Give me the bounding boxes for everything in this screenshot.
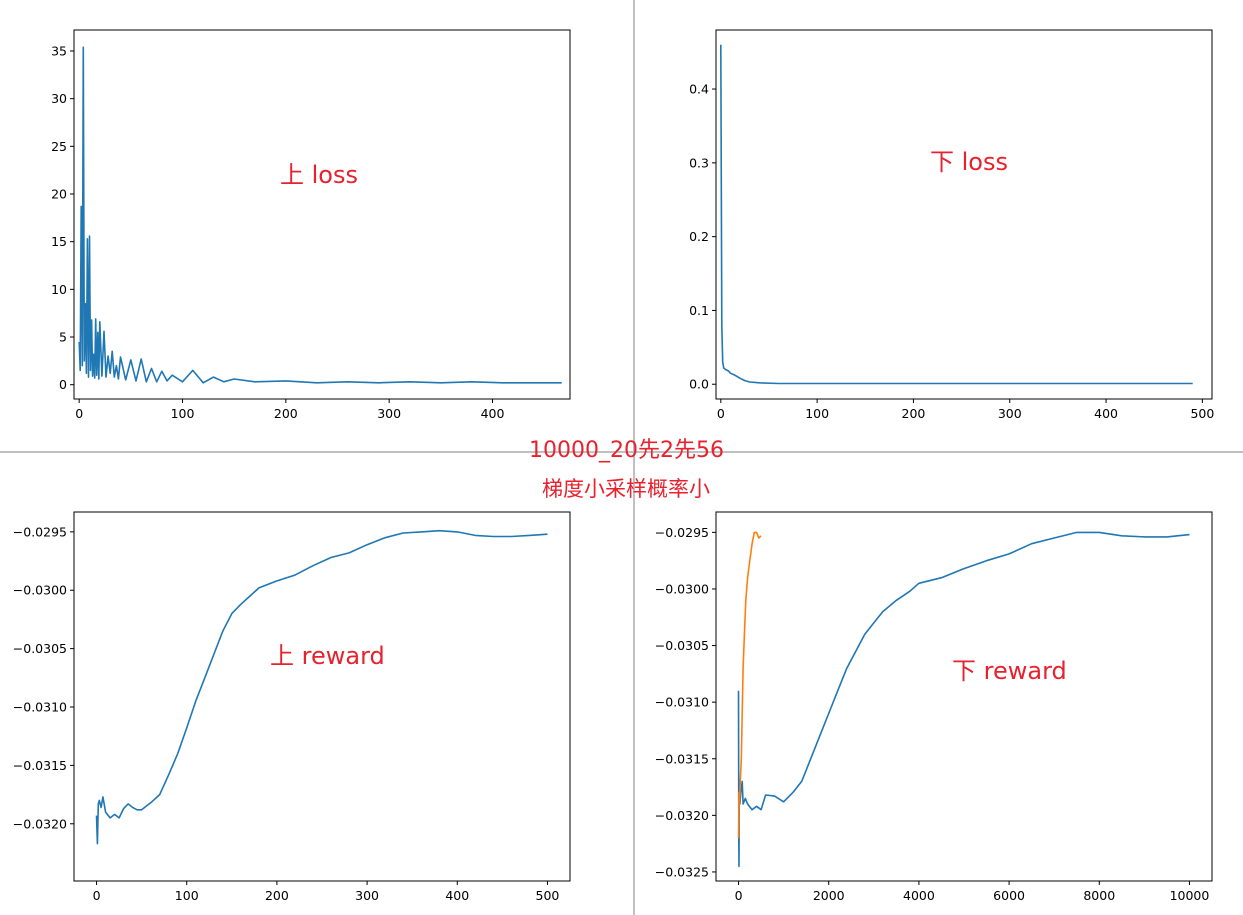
top-reward-y-tick-label: −0.0305 — [13, 641, 67, 656]
bottom-reward-y-tick-label: −0.0325 — [655, 864, 709, 879]
top-reward-y-tick-label: −0.0295 — [13, 524, 67, 539]
bottom-loss-x-tick-label: 300 — [998, 406, 1022, 421]
bottom-loss-annotation: 下 loss — [930, 148, 1008, 176]
bottom-reward-axes-frame — [715, 511, 1213, 882]
top-loss-annotation: 上 loss — [280, 161, 358, 189]
top-reward-x-tick-label: 500 — [536, 888, 560, 903]
top-reward-x-tick-label: 200 — [265, 888, 289, 903]
top-loss-y-tick-label: 5 — [59, 330, 67, 345]
bottom-loss-series-line-1 — [719, 44, 1193, 385]
top-reward-series-line-1 — [95, 529, 548, 845]
bottom-reward-series-line-1 — [737, 531, 1190, 868]
bottom-loss-y-tick-label: 0.2 — [689, 229, 709, 244]
top-loss-x-tick-label: 100 — [171, 406, 195, 421]
top-loss-y-tick-label: 0 — [59, 377, 67, 392]
top-loss-y-tick-label: 25 — [51, 139, 67, 154]
bottom-reward-series-line-2 — [737, 531, 762, 839]
bottom-reward-y-tick-label: −0.0295 — [655, 525, 709, 540]
bottom-reward-y-tick-label: −0.0310 — [655, 695, 709, 710]
top-loss-x-tick-label: 300 — [377, 406, 401, 421]
top-loss-x-tick-label: 400 — [481, 406, 505, 421]
caption-line-2: 梯度小采样概率小 — [542, 477, 710, 501]
top-reward-x-tick-label: 400 — [445, 888, 469, 903]
bottom-loss-axes-frame — [715, 29, 1213, 400]
top-reward-x-tick-label: 100 — [175, 888, 199, 903]
top-loss-x-tick-label: 200 — [274, 406, 298, 421]
bottom-reward-x-tick-label: 8000 — [1083, 888, 1115, 903]
bottom-loss-x-tick-label: 500 — [1190, 406, 1214, 421]
bottom-loss-y-tick-label: 0.1 — [689, 303, 709, 318]
top-loss-y-tick-label: 30 — [51, 91, 67, 106]
bottom-reward-y-tick-label: −0.0320 — [655, 808, 709, 823]
top-loss-y-tick-label: 10 — [51, 282, 67, 297]
top-loss-y-tick-label: 35 — [51, 43, 67, 58]
top-loss-x-tick-label: 0 — [75, 406, 83, 421]
top-reward-y-tick-label: −0.0315 — [13, 758, 67, 773]
top-reward-x-tick-label: 300 — [355, 888, 379, 903]
bottom-loss-x-tick-label: 0 — [717, 406, 725, 421]
bottom-reward-annotation: 下 reward — [952, 657, 1067, 685]
top-loss-y-tick-label: 15 — [51, 234, 67, 249]
bottom-loss-y-tick-label: 0.3 — [689, 155, 709, 170]
bottom-reward-x-tick-label: 0 — [735, 888, 743, 903]
bottom-reward-x-tick-label: 10000 — [1170, 888, 1210, 903]
top-reward-annotation: 上 reward — [270, 642, 385, 670]
bottom-loss-x-tick-label: 400 — [1094, 406, 1118, 421]
bottom-reward-x-tick-label: 6000 — [993, 888, 1025, 903]
caption-line-1: 10000_20先2先56 — [529, 438, 724, 463]
bottom-loss-y-tick-label: 0.0 — [689, 377, 709, 392]
top-reward-y-tick-label: −0.0300 — [13, 583, 67, 598]
top-reward-y-tick-label: −0.0310 — [13, 700, 67, 715]
top-reward-x-tick-label: 0 — [93, 888, 101, 903]
bottom-loss-x-tick-label: 100 — [805, 406, 829, 421]
top-reward-axes-frame — [73, 511, 571, 882]
bottom-reward-y-tick-label: −0.0315 — [655, 751, 709, 766]
bottom-reward-x-tick-label: 4000 — [903, 888, 935, 903]
bottom-loss-y-tick-label: 0.4 — [689, 82, 709, 97]
bottom-reward-y-tick-label: −0.0305 — [655, 638, 709, 653]
bottom-reward-x-tick-label: 2000 — [813, 888, 845, 903]
bottom-reward-y-tick-label: −0.0300 — [655, 581, 709, 596]
top-loss-y-tick-label: 20 — [51, 187, 67, 202]
top-loss-axes-frame — [73, 29, 571, 400]
bottom-loss-x-tick-label: 200 — [902, 406, 926, 421]
top-loss-series-line-1 — [78, 46, 562, 384]
top-reward-y-tick-label: −0.0320 — [13, 816, 67, 831]
